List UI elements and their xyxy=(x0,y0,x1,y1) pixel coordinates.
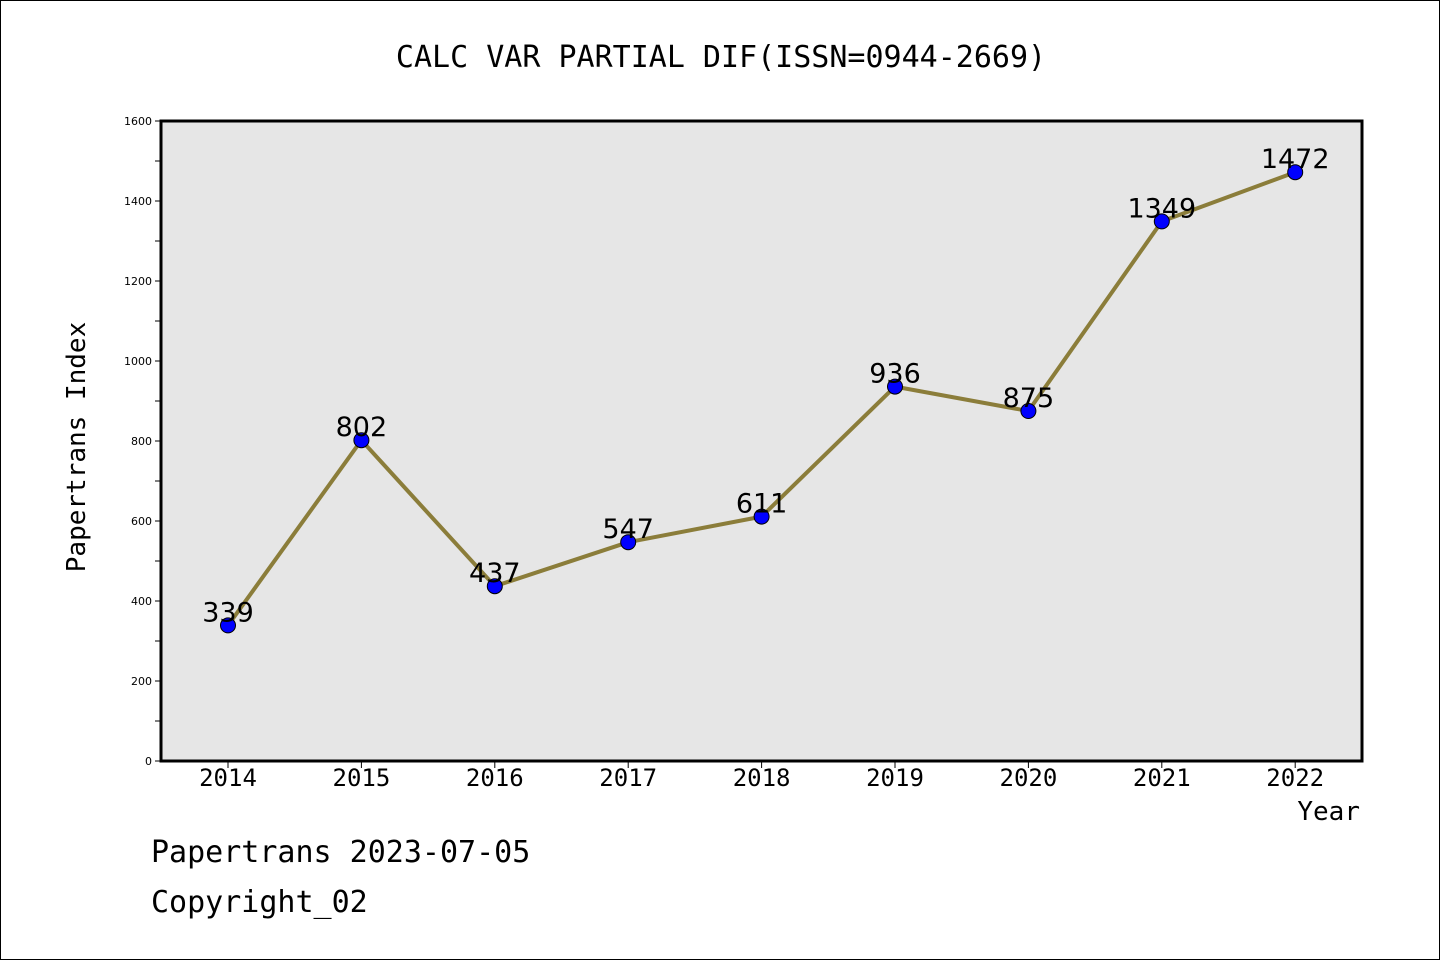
y-axis: 0 200 400 600 800 1000 1200 1400 1600 xyxy=(124,115,161,768)
data-point xyxy=(353,432,370,449)
x-tick-label: 2016 xyxy=(466,764,524,792)
data-label: 802 xyxy=(336,412,388,443)
data-point xyxy=(220,617,236,634)
x-tick-label: 2021 xyxy=(1133,764,1191,792)
data-labels: 339 802 437 547 611 936 875 1349 1472 xyxy=(202,144,1329,628)
series-layer xyxy=(220,164,1304,634)
x-tick-label: 2018 xyxy=(733,764,791,792)
x-tick-label: 2019 xyxy=(866,764,924,792)
data-label: 339 xyxy=(202,597,254,628)
data-label: 611 xyxy=(736,489,788,520)
data-point xyxy=(1153,213,1170,230)
x-axis-label: Year xyxy=(1297,797,1360,827)
x-tick-label: 2015 xyxy=(333,764,391,792)
y-tick-label: 400 xyxy=(131,595,152,608)
x-tick-label: 2017 xyxy=(599,764,657,792)
data-label: 1349 xyxy=(1127,193,1196,224)
x-tick-label: 2014 xyxy=(199,764,257,792)
y-tick-label: 1200 xyxy=(124,275,152,288)
x-tick-label: 2020 xyxy=(1000,764,1058,792)
data-label: 547 xyxy=(602,514,654,545)
x-axis: 2014 2015 2016 2017 2018 2019 2020 2021 2022 xyxy=(199,761,1324,792)
data-point xyxy=(887,378,903,395)
y-tick-label: 600 xyxy=(131,515,152,528)
data-label: 936 xyxy=(869,359,921,390)
y-tick-label: 1400 xyxy=(124,195,152,208)
y-tick-label: 1600 xyxy=(124,115,152,128)
y-tick-label: 200 xyxy=(131,675,152,688)
data-label: 437 xyxy=(469,558,521,589)
data-label: 875 xyxy=(1003,383,1055,414)
data-point xyxy=(1287,164,1304,181)
copyright-note: Copyright_02 xyxy=(151,885,368,920)
y-tick-label: 800 xyxy=(131,435,152,448)
data-point xyxy=(486,578,503,595)
y-tick-label: 1000 xyxy=(124,355,152,368)
chart-title: CALC VAR PARTIAL DIF(ISSN=0944-2669) xyxy=(396,40,1046,75)
y-tick-label: 0 xyxy=(145,755,152,768)
source-note: Papertrans 2023-07-05 xyxy=(151,835,531,870)
data-label: 1472 xyxy=(1261,144,1330,175)
y-axis-label: Papertrans Index xyxy=(62,322,92,572)
data-point xyxy=(1020,403,1037,419)
data-point xyxy=(753,508,770,525)
x-tick-label: 2022 xyxy=(1266,764,1324,792)
data-point xyxy=(620,534,637,551)
